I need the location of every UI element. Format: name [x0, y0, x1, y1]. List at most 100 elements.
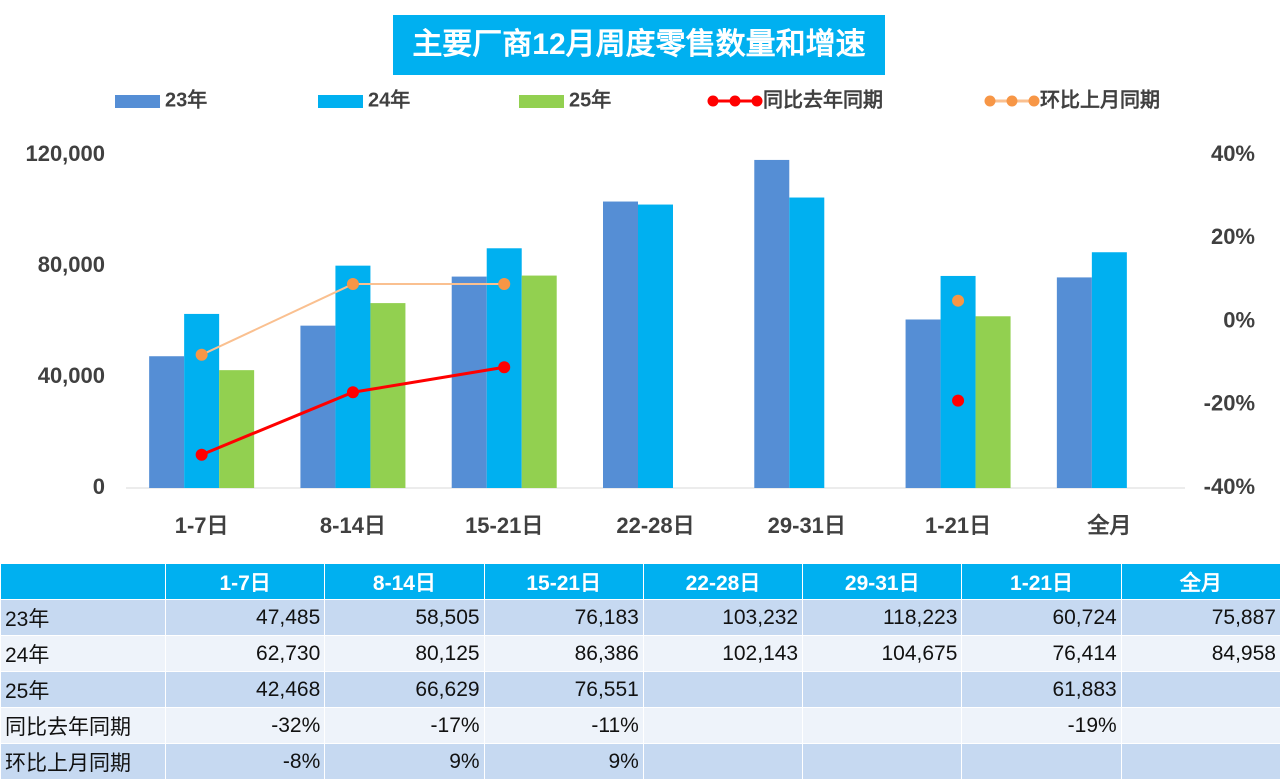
table-row: 同比去年同期-32%-17%-11% -19% — [1, 708, 1280, 744]
line-marker — [498, 278, 510, 290]
bar — [370, 303, 405, 488]
table-header: 15-21日 — [484, 564, 643, 600]
table-cell: 76,183 — [484, 600, 643, 636]
x-tick-label: 29-31日 — [768, 513, 846, 538]
table-corner — [1, 564, 166, 600]
line-marker — [952, 295, 964, 307]
bar — [1057, 277, 1092, 488]
y-tick-label: 40,000 — [38, 363, 105, 388]
x-tick-label: 15-21日 — [465, 513, 543, 538]
table-cell: 42,468 — [166, 672, 325, 708]
table-cell: 76,551 — [484, 672, 643, 708]
table-cell: 76,414 — [962, 636, 1121, 672]
line-marker — [196, 349, 208, 361]
line-marker — [347, 386, 359, 398]
x-tick-label: 全月 — [1086, 513, 1131, 538]
table-cell: 9% — [325, 744, 484, 780]
bar — [638, 205, 673, 488]
bar — [1092, 252, 1127, 488]
legend-marker — [985, 96, 996, 107]
x-tick-label: 1-21日 — [925, 513, 991, 538]
table-cell: -17% — [325, 708, 484, 744]
legend-label: 25年 — [569, 87, 611, 111]
legend-marker — [1029, 96, 1040, 107]
bar — [906, 319, 941, 488]
x-tick-label: 1-7日 — [175, 513, 229, 538]
table-row-name: 环比上月同期 — [1, 744, 166, 780]
table-cell: 102,143 — [643, 636, 802, 672]
legend-marker — [1007, 96, 1018, 107]
table-cell: 66,629 — [325, 672, 484, 708]
table-cell: 58,505 — [325, 600, 484, 636]
table-cell: 62,730 — [166, 636, 325, 672]
table-cell: 60,724 — [962, 600, 1121, 636]
bar — [149, 356, 184, 488]
legend-label: 23年 — [165, 87, 207, 111]
table-cell: -11% — [484, 708, 643, 744]
table-header: 全月 — [1121, 564, 1280, 600]
bar — [452, 277, 487, 488]
table-cell — [1121, 672, 1280, 708]
table-header: 1-21日 — [962, 564, 1121, 600]
table-cell: -19% — [962, 708, 1121, 744]
bar — [941, 276, 976, 488]
table-cell — [803, 672, 962, 708]
bar — [976, 316, 1011, 488]
table-cell: 61,883 — [962, 672, 1121, 708]
table-cell — [643, 708, 802, 744]
legend-marker — [708, 96, 719, 107]
table-cell — [1121, 744, 1280, 780]
table-cell: -8% — [166, 744, 325, 780]
table-cell — [803, 708, 962, 744]
table-cell: -32% — [166, 708, 325, 744]
bar — [789, 198, 824, 488]
legend-label: 24年 — [368, 87, 410, 111]
y-tick-label: 0 — [93, 474, 105, 499]
y2-tick-label: 20% — [1211, 224, 1255, 249]
bar — [754, 160, 789, 488]
y-tick-label: 120,000 — [25, 141, 105, 166]
table-cell — [803, 744, 962, 780]
line-marker — [952, 395, 964, 407]
x-tick-label: 22-28日 — [616, 513, 694, 538]
bar — [603, 202, 638, 488]
legend-label: 同比去年同期 — [763, 87, 883, 111]
table-row-name: 同比去年同期 — [1, 708, 166, 744]
legend-swatch — [519, 95, 564, 108]
table-row-name: 23年 — [1, 600, 166, 636]
table-cell: 103,232 — [643, 600, 802, 636]
y-tick-label: 80,000 — [38, 252, 105, 277]
line-marker — [498, 361, 510, 373]
table-cell: 84,958 — [1121, 636, 1280, 672]
table-header: 22-28日 — [643, 564, 802, 600]
line-marker — [196, 449, 208, 461]
legend-marker — [752, 96, 763, 107]
legend-swatch — [318, 95, 363, 108]
table-cell: 118,223 — [803, 600, 962, 636]
bar — [522, 276, 557, 488]
table-row-name: 25年 — [1, 672, 166, 708]
table-header: 8-14日 — [325, 564, 484, 600]
table-cell — [1121, 708, 1280, 744]
table-cell: 80,125 — [325, 636, 484, 672]
x-tick-label: 8-14日 — [320, 513, 386, 538]
table-cell: 75,887 — [1121, 600, 1280, 636]
legend-label: 环比上月同期 — [1040, 88, 1160, 111]
bar — [335, 266, 370, 488]
table-cell — [643, 672, 802, 708]
chart: 主要厂商12月周度零售数量和增速 040,00080,000120,000-40… — [0, 0, 1280, 563]
y2-tick-label: 0% — [1223, 307, 1255, 332]
y2-tick-label: 40% — [1211, 141, 1255, 166]
line-marker — [347, 278, 359, 290]
bar — [219, 370, 254, 488]
table-row: 环比上月同期-8%9%9% — [1, 744, 1280, 780]
table-cell — [643, 744, 802, 780]
y2-tick-label: -20% — [1204, 391, 1255, 416]
chart-title: 主要厂商12月周度零售数量和增速 — [412, 28, 865, 61]
